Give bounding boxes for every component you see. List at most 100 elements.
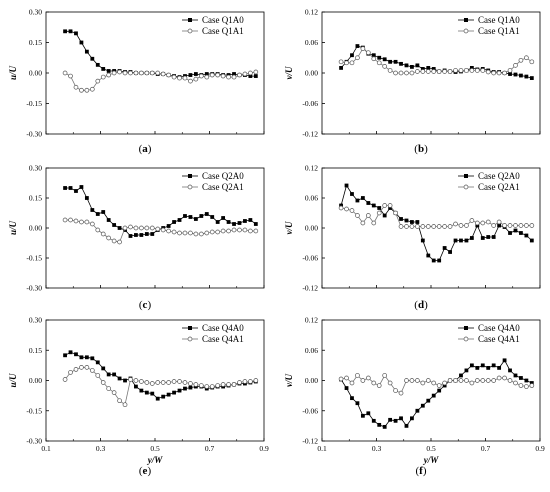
data-point: [344, 183, 349, 188]
data-point: [480, 236, 485, 240]
data-point: [355, 55, 360, 61]
data-point: [382, 57, 387, 62]
x-tick-label: 0.7: [205, 444, 215, 453]
data-point: [409, 224, 415, 229]
legend-marker: [188, 18, 192, 22]
data-point: [366, 411, 371, 416]
data-point: [209, 229, 215, 235]
data-point: [204, 384, 210, 389]
data-point: [474, 68, 480, 73]
data-point: [529, 381, 534, 385]
data-point: [232, 72, 236, 76]
y-tick-label: -0.30: [26, 284, 42, 293]
legend-entry: Case Q2A1: [202, 182, 244, 192]
data-point: [204, 74, 210, 80]
data-point: [453, 221, 458, 227]
x-tick-label: 0.1: [41, 444, 51, 453]
data-point: [371, 53, 376, 58]
data-point: [139, 388, 144, 393]
data-point: [242, 71, 248, 77]
caption-paren: (: [414, 299, 418, 311]
y-tick-label: 0.12: [305, 164, 318, 173]
data-point: [524, 55, 529, 61]
y-tick-label: 0.15: [29, 194, 42, 203]
data-point: [431, 69, 437, 74]
data-point: [365, 375, 371, 381]
data-point: [371, 380, 377, 386]
caption-paren: (: [414, 143, 418, 155]
data-point: [193, 382, 199, 387]
data-point: [431, 258, 436, 263]
data-point: [474, 378, 480, 383]
caption-paren: ): [148, 143, 152, 155]
data-point: [491, 70, 497, 76]
data-point: [388, 417, 393, 422]
data-point: [436, 224, 442, 229]
data-point: [458, 68, 464, 73]
caption-letter: b: [418, 143, 424, 155]
data-point: [491, 235, 496, 239]
data-point: [62, 70, 68, 76]
series-line: [340, 184, 533, 261]
data-point: [84, 219, 90, 225]
legend-entry: Case Q2A1: [478, 182, 520, 192]
panel-caption: (a): [139, 143, 152, 155]
data-point: [198, 231, 204, 237]
data-point: [231, 227, 237, 233]
series-filled: [339, 183, 534, 263]
data-point: [365, 50, 371, 56]
legend-marker: [464, 18, 468, 22]
data-point: [393, 70, 398, 76]
data-point: [237, 72, 242, 78]
data-point: [519, 376, 523, 380]
legend-entry: Case Q1A0: [478, 15, 520, 25]
data-point: [355, 373, 360, 378]
data-point: [518, 223, 524, 228]
data-point: [117, 376, 122, 381]
data-point: [95, 62, 100, 67]
data-point: [420, 224, 426, 229]
data-point: [420, 380, 426, 386]
data-point: [529, 383, 535, 388]
y-tick-label: 0.15: [29, 38, 42, 47]
data-point: [101, 366, 106, 371]
data-point: [377, 206, 382, 210]
data-point: [404, 224, 409, 229]
series-open: [62, 69, 259, 93]
data-point: [68, 217, 73, 223]
data-point: [95, 227, 101, 233]
data-point: [436, 383, 442, 388]
caption-paren: ): [424, 299, 428, 311]
data-point: [226, 74, 231, 80]
legend-entry: Case Q4A0: [202, 323, 244, 333]
data-point: [387, 380, 393, 386]
data-point: [491, 223, 497, 228]
data-point: [79, 365, 84, 370]
x-axis-label: y/W: [147, 455, 163, 465]
series-open: [338, 373, 535, 396]
data-point: [387, 68, 393, 73]
data-point: [106, 372, 111, 377]
data-point: [485, 378, 491, 383]
data-point: [399, 217, 403, 221]
data-point: [73, 218, 79, 224]
data-point: [371, 203, 376, 208]
y-tick-label: 0.00: [305, 69, 318, 78]
data-point: [122, 402, 128, 408]
series-line: [340, 359, 532, 428]
y-tick-label: 0.12: [305, 316, 318, 325]
data-point: [453, 238, 458, 243]
series-line: [65, 30, 256, 78]
data-point: [442, 383, 447, 388]
x-tick-label: 0.3: [96, 444, 106, 453]
data-point: [215, 383, 221, 388]
data-point: [68, 29, 73, 34]
data-point: [524, 384, 529, 389]
data-point: [371, 56, 377, 62]
data-point: [106, 235, 112, 241]
legend-entry: Case Q1A1: [202, 26, 244, 36]
data-point: [464, 368, 469, 373]
data-point: [507, 68, 513, 73]
data-point: [437, 258, 442, 263]
data-point: [74, 189, 78, 193]
